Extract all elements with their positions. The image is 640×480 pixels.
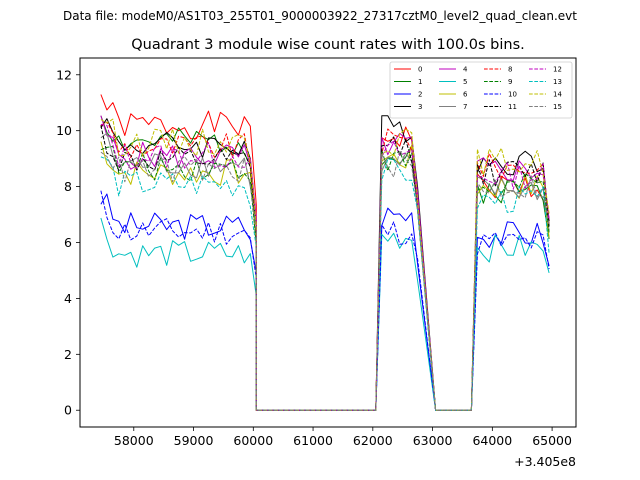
series-line-15 (100, 150, 550, 411)
axis-ticks: 58000 59000 60000 61000 62000 63000 64000 65000… (56, 67, 572, 448)
x-tick-label: 63000 (413, 433, 453, 448)
y-tick-label: 8 (64, 179, 72, 194)
legend-label-15: 15 (553, 103, 562, 111)
legend-label-13: 13 (553, 78, 562, 86)
legend-label-3: 3 (418, 103, 422, 111)
x-offset-label: +3.405e8 (514, 454, 576, 469)
legend-label-5: 5 (463, 78, 467, 86)
legend-label-6: 6 (463, 91, 468, 99)
x-tick-label: 62000 (353, 433, 393, 448)
series-line-10 (100, 190, 550, 411)
legend-label-11: 11 (508, 103, 517, 111)
y-tick-label: 12 (56, 67, 72, 82)
legend-label-2: 2 (418, 91, 422, 99)
y-tick-label: 2 (64, 347, 72, 362)
series-line-14 (100, 118, 550, 411)
plot-lines (100, 94, 550, 411)
series-line-5 (100, 217, 550, 411)
series-line-9 (100, 145, 550, 411)
legend-box (389, 61, 573, 119)
y-tick-label: 0 (64, 403, 72, 418)
legend-label-10: 10 (508, 91, 517, 99)
x-tick-label: 64000 (472, 433, 512, 448)
legend-label-12: 12 (553, 66, 562, 74)
legend-label-7: 7 (463, 103, 467, 111)
x-tick-label: 58000 (114, 433, 154, 448)
legend-label-4: 4 (463, 66, 468, 74)
x-tick-label: 61000 (293, 433, 333, 448)
y-tick-label: 10 (56, 123, 72, 138)
chart-title: Quadrant 3 module wise count rates with … (131, 37, 525, 53)
y-tick-label: 6 (64, 235, 72, 250)
series-line-7 (100, 132, 550, 411)
legend-label-0: 0 (418, 66, 422, 74)
legend-label-9: 9 (508, 78, 512, 86)
series-line-6 (100, 141, 550, 411)
chart-suptitle: Data file: modeM0/AS1T03_255T01_90000039… (63, 9, 577, 23)
series-line-13 (100, 156, 550, 411)
series-line-12 (100, 123, 550, 411)
x-tick-label: 59000 (174, 433, 214, 448)
x-tick-label: 60000 (233, 433, 273, 448)
series-line-3 (100, 115, 550, 411)
legend-label-14: 14 (553, 91, 562, 99)
series-line-11 (100, 125, 550, 411)
x-tick-label: 65000 (532, 433, 572, 448)
legend-label-1: 1 (418, 78, 422, 86)
y-tick-label: 4 (64, 291, 72, 306)
series-line-2 (100, 193, 550, 411)
legend-label-8: 8 (508, 66, 512, 74)
series-line-0 (100, 94, 550, 411)
